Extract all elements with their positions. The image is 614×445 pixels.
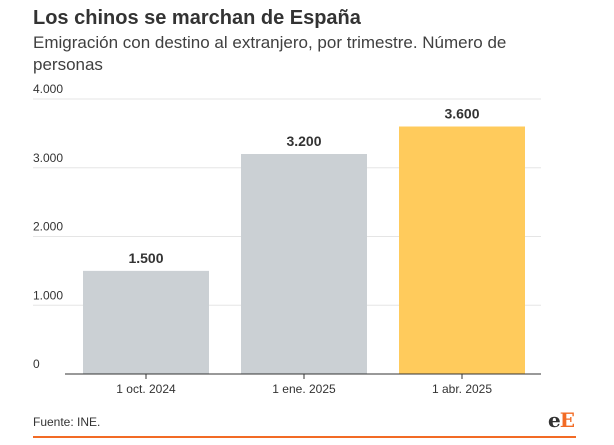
x-tick-label: 1 abr. 2025 (432, 382, 492, 396)
el-espanol-logo: eE (548, 408, 575, 432)
x-tick-label: 1 oct. 2024 (116, 382, 176, 396)
bar-value-label: 3.200 (286, 133, 321, 149)
x-axis-ticks: 1 oct. 2024 1 ene. 2025 1 abr. 2025 (116, 374, 492, 396)
bars (83, 126, 525, 374)
bar (83, 270, 209, 374)
x-tick-label: 1 ene. 2025 (272, 382, 336, 396)
y-tick-label: 4.000 (33, 82, 63, 96)
bar-value-label: 1.500 (128, 250, 163, 266)
y-tick-label: 0 (33, 357, 40, 371)
y-axis-ticks: 0 1.000 2.000 3.000 4.000 (33, 82, 63, 371)
data-labels: 1.500 3.200 3.600 (128, 106, 479, 266)
y-tick-label: 2.000 (33, 220, 63, 234)
footer-rule (33, 436, 576, 438)
y-tick-label: 1.000 (33, 288, 63, 302)
bar (399, 126, 525, 374)
bar (241, 154, 367, 374)
y-tick-label: 3.000 (33, 151, 63, 165)
bar-value-label: 3.600 (444, 106, 479, 122)
chart-subtitle: Emigración con destino al extranjero, po… (33, 33, 507, 74)
source-note: Fuente: INE. (33, 415, 101, 429)
chart-title: Los chinos se marchan de España (33, 7, 361, 29)
